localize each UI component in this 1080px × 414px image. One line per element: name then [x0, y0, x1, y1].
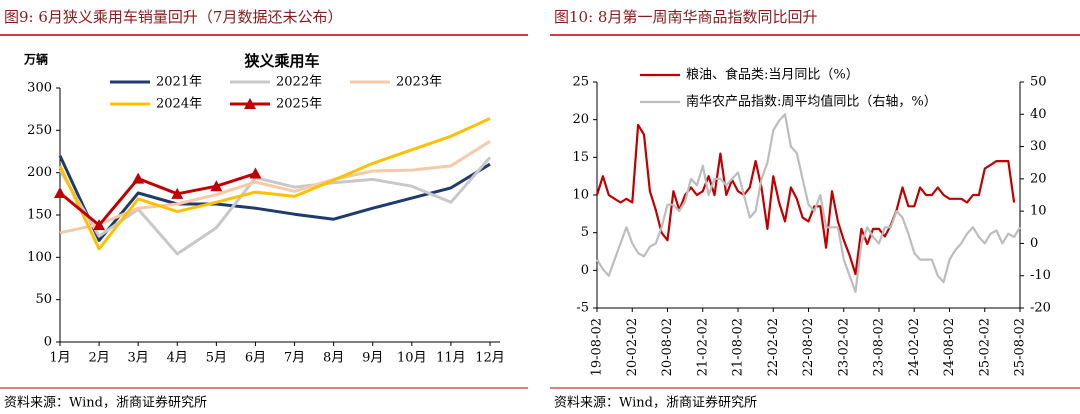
- y-tick-label: 150: [27, 208, 52, 223]
- legend-label: 2021年: [156, 75, 202, 90]
- x-tick-label: 6月: [245, 351, 266, 366]
- y-tick-label: -5: [576, 301, 589, 316]
- legend-label: 2025年: [276, 97, 322, 112]
- source: 资料来源：Wind，浙商证券研究所: [4, 395, 207, 411]
- series-line: [59, 140, 491, 235]
- y2-tick-label: 30: [1030, 139, 1047, 154]
- y2-tick-label: 0: [1030, 236, 1038, 251]
- series-line: [59, 172, 256, 227]
- x-tick-label: 8月: [323, 351, 344, 366]
- point-marker: [54, 186, 66, 198]
- y-tick-label: 250: [27, 123, 52, 138]
- series-line: [58, 156, 492, 256]
- y2-tick-label: 40: [1030, 107, 1047, 122]
- x-tick-label: 2月: [88, 351, 109, 366]
- legend-label: 南华农产品指数:周平均值同比（右轴，%）: [686, 94, 937, 110]
- x-tick-label: 22-08-02: [801, 318, 816, 376]
- point-marker: [132, 172, 145, 184]
- x-tick-label: 21-08-02: [731, 318, 746, 376]
- series-line: [595, 123, 1016, 276]
- x-tick-label: 9月: [362, 351, 383, 366]
- point-marker: [249, 167, 262, 179]
- y-tick-label: 0: [581, 263, 589, 278]
- x-tick-label: 7月: [284, 351, 305, 366]
- point-marker: [93, 219, 106, 231]
- x-tick-label: 19-08-02: [590, 318, 605, 376]
- x-tick-label: 20-02-02: [625, 318, 640, 376]
- y2-tick-label: 50: [1030, 75, 1047, 90]
- y-tick-label: 10: [572, 188, 589, 203]
- chart-title: 狭义乘用车: [243, 52, 319, 70]
- legend-marker: [244, 98, 256, 109]
- x-tick-label: 10月: [397, 351, 427, 366]
- x-tick-label: 23-08-02: [872, 318, 887, 376]
- point-marker: [171, 187, 184, 199]
- y-tick-label: 25: [572, 75, 589, 90]
- y2-tick-label: 10: [1030, 204, 1047, 219]
- x-tick-label: 22-02-02: [766, 318, 781, 376]
- x-tick-label: 5月: [206, 351, 227, 366]
- point-marker: [210, 180, 223, 192]
- x-tick-label: 25-08-02: [1013, 318, 1028, 376]
- figure-caption: 图9: 6月狭义乘用车销量回升（7月数据还未公布）: [4, 8, 342, 26]
- series-line: [58, 155, 491, 242]
- x-tick-label: 1月: [49, 351, 70, 366]
- source: 资料来源：Wind，浙商证券研究所: [554, 395, 757, 411]
- legend-label: 2022年: [276, 75, 322, 90]
- y-tick-label: 20: [572, 112, 589, 127]
- x-tick-label: 23-02-02: [836, 318, 851, 376]
- y-tick-label: 0: [44, 335, 52, 350]
- y2-tick-label: -20: [1030, 301, 1051, 316]
- x-tick-label: 12月: [475, 351, 505, 366]
- x-tick-label: 3月: [128, 351, 149, 366]
- x-tick-label: 4月: [167, 351, 188, 366]
- x-tick-label: 25-02-02: [977, 318, 992, 376]
- legend-label: 2024年: [156, 97, 202, 112]
- y-tick-label: 200: [27, 165, 52, 180]
- y-tick-label: 50: [35, 292, 52, 307]
- y-axis-label: 万辆: [23, 52, 48, 67]
- y-tick-label: 300: [27, 81, 52, 96]
- x-tick-label: 20-08-02: [660, 318, 675, 376]
- x-tick-label: 24-02-02: [907, 318, 922, 376]
- x-tick-label: 21-02-02: [695, 318, 710, 376]
- y2-tick-label: 20: [1030, 171, 1047, 186]
- y-tick-label: 5: [581, 225, 589, 240]
- y-tick-label: 100: [27, 250, 52, 265]
- y2-tick-label: -10: [1030, 268, 1051, 283]
- figure-caption: 图10: 8月第一周南华商品指数同比回升: [554, 8, 817, 26]
- legend-label: 2023年: [396, 75, 442, 90]
- series-line: [58, 117, 491, 251]
- legend-label: 粮油、食品类:当月同比（%）: [686, 67, 859, 83]
- series-line: [596, 113, 1021, 293]
- x-tick-label: 24-08-02: [942, 318, 957, 376]
- x-tick-label: 11月: [436, 351, 466, 366]
- y-tick-label: 15: [572, 150, 589, 165]
